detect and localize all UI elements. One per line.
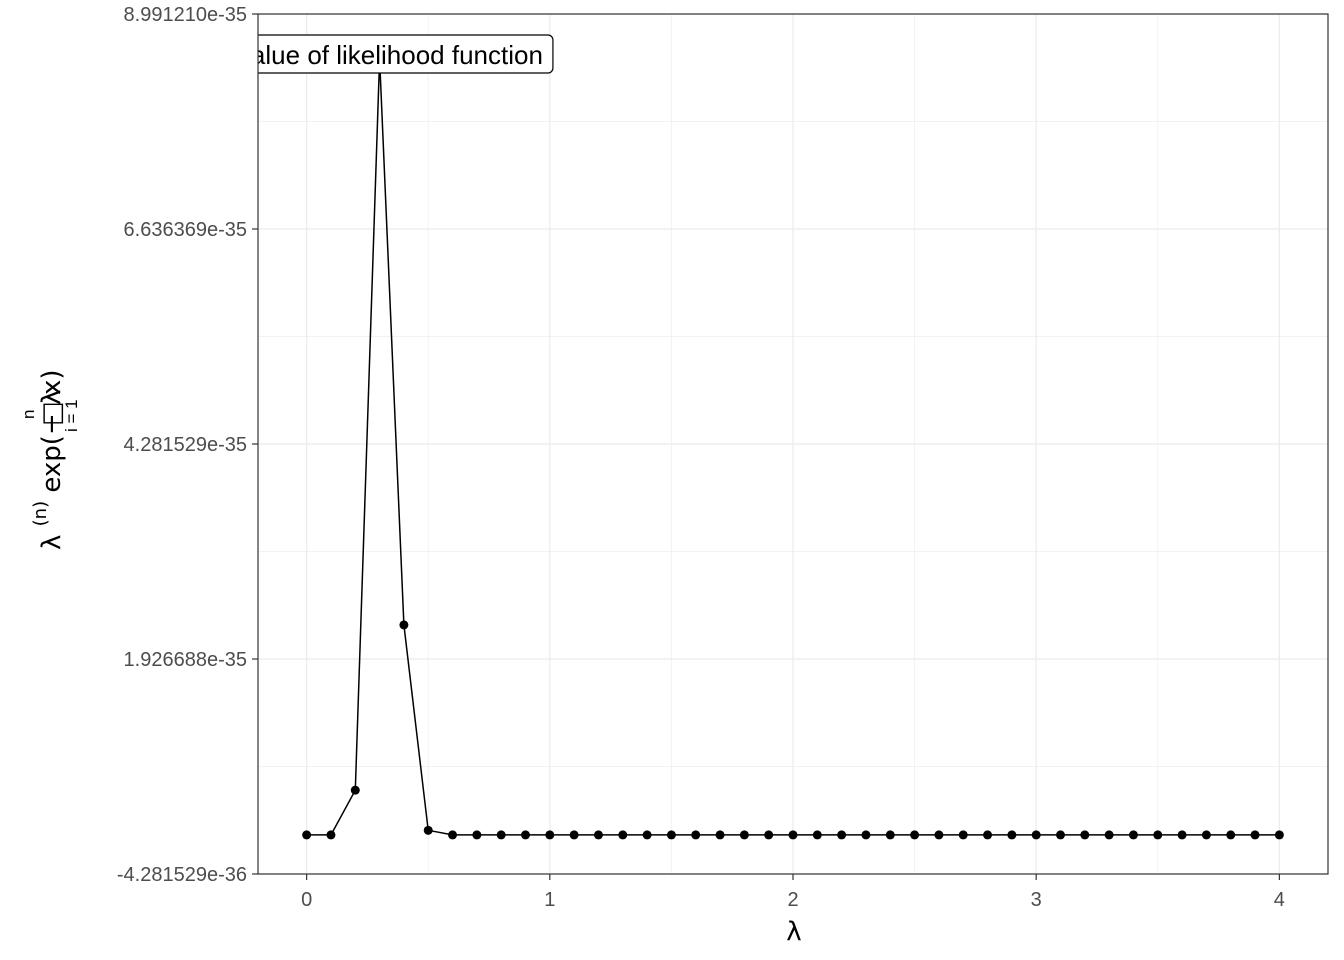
x-tick-label: 3 xyxy=(1031,889,1042,911)
data-point xyxy=(739,830,749,840)
data-point xyxy=(399,620,409,630)
data-point xyxy=(496,830,506,840)
annotation-text: n value of likelihood function xyxy=(216,40,543,70)
data-point xyxy=(545,830,555,840)
x-tick-label: 4 xyxy=(1274,889,1285,911)
x-axis-title: λ xyxy=(786,917,801,947)
data-point xyxy=(764,830,774,840)
y-axis-title: λ (n) exp(− λ n □ i = 1 x) xyxy=(19,369,81,550)
x-tick-label: 1 xyxy=(544,889,555,911)
series-layer xyxy=(302,54,1284,840)
x-tick-label: 0 xyxy=(301,889,312,911)
y-title-sum-lower: i = 1 xyxy=(62,399,81,432)
data-point xyxy=(1104,830,1114,840)
y-tick-label: -4.281529e-36 xyxy=(117,864,247,886)
data-point xyxy=(1201,830,1211,840)
y-tick-label: 8.991210e-35 xyxy=(124,4,247,26)
data-point xyxy=(812,830,822,840)
y-title-exponent: (n) xyxy=(30,501,51,526)
annotation-box xyxy=(258,34,554,74)
data-point xyxy=(472,830,482,840)
data-point xyxy=(885,830,895,840)
data-point xyxy=(302,830,312,840)
data-point xyxy=(521,830,530,840)
y-title-base: λ xyxy=(37,535,67,550)
data-point xyxy=(1250,830,1260,840)
data-point xyxy=(1153,830,1163,840)
x-tick-label: 2 xyxy=(787,889,798,911)
data-point xyxy=(618,830,628,840)
data-point xyxy=(983,830,993,840)
y-title-tail: x) xyxy=(37,369,67,395)
data-point xyxy=(1007,830,1017,840)
data-point xyxy=(569,830,579,840)
data-point xyxy=(837,830,847,840)
data-point xyxy=(910,830,920,840)
data-point xyxy=(1177,830,1187,840)
annotation-label: n value of likelihood function xyxy=(216,34,554,74)
y-tick-label: 6.636369e-35 xyxy=(124,219,247,241)
data-point xyxy=(666,830,676,840)
data-point xyxy=(1128,830,1138,840)
data-point xyxy=(593,830,603,840)
svg-text:λ (n) exp(− λ: λ (n) exp(− λ xyxy=(23,390,67,550)
data-point xyxy=(691,830,701,840)
data-point xyxy=(788,830,798,840)
data-point xyxy=(448,830,458,840)
y-title-sum-upper: n xyxy=(19,410,38,419)
data-point xyxy=(958,830,968,840)
data-point xyxy=(934,830,944,840)
data-point xyxy=(1031,830,1041,840)
y-title-exp: exp(− λ xyxy=(37,390,67,493)
y-axis: -4.281529e-36 1.926688e-35 4.281529e-35 6.6… xyxy=(117,4,258,886)
data-point xyxy=(861,830,871,840)
data-point xyxy=(423,825,433,835)
data-point xyxy=(350,785,360,795)
data-point xyxy=(1056,830,1065,840)
y-tick-label: 4.281529e-35 xyxy=(124,434,247,456)
x-axis: 0 1 2 3 4 xyxy=(301,874,1285,911)
data-point xyxy=(715,830,725,840)
data-point xyxy=(1274,830,1284,840)
y-title-sum-symbol: □ xyxy=(37,401,67,426)
data-point xyxy=(326,830,336,840)
data-point xyxy=(1080,830,1090,840)
y-tick-label: 1.926688e-35 xyxy=(124,649,247,671)
data-point xyxy=(1226,830,1236,840)
data-point xyxy=(642,830,652,840)
